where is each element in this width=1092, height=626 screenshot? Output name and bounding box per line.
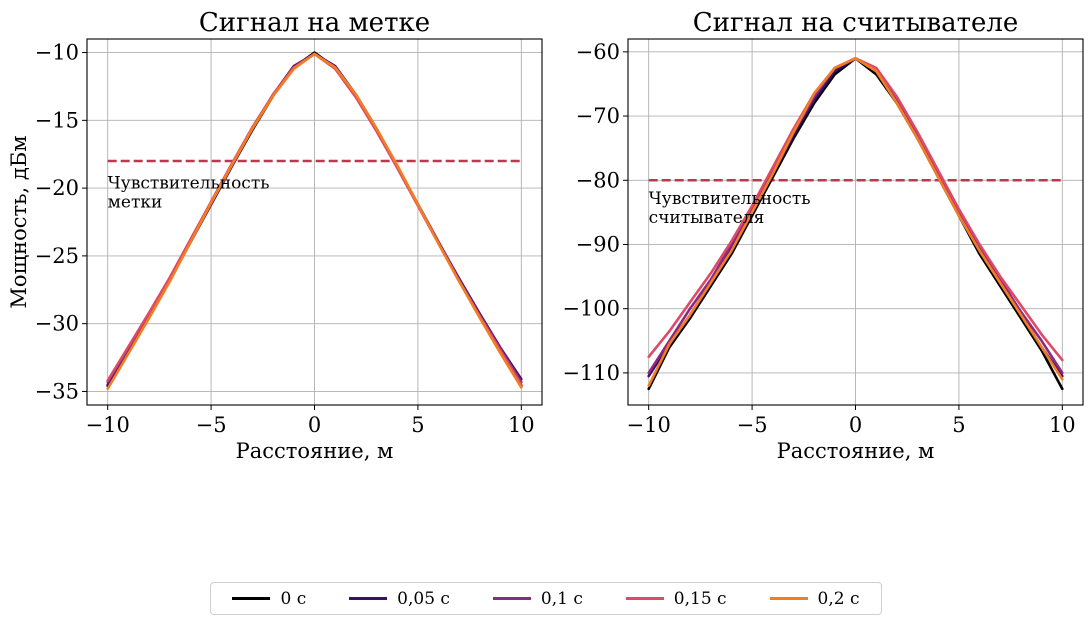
legend-label: 0,05 с (397, 588, 450, 609)
annotation-line: Чувствительность (108, 174, 270, 194)
x-tick-label: −5 (196, 413, 227, 437)
legend-swatch (769, 597, 808, 600)
x-axis-label: Расстояние, м (777, 439, 935, 463)
chart-title: Сигнал на метке (199, 8, 430, 38)
series-line-4 (106, 52, 523, 391)
legend-swatch (625, 597, 664, 600)
legend-label: 0,15 с (673, 588, 727, 609)
sensitivity-annotation: Чувствительность метки (108, 174, 270, 213)
sensitivity-annotation: Чувствительность считывателя (649, 189, 811, 228)
legend-swatch (349, 597, 388, 600)
x-tick-label: −5 (737, 413, 768, 437)
x-tick-label: 0 (308, 413, 321, 437)
y-tick-label: −30 (35, 312, 79, 336)
legend-item: 0,2 с (769, 588, 860, 609)
legend-item: 0,15 с (625, 588, 727, 609)
legend: 0 с 0,05 с 0,1 с 0,15 с 0,2 с (210, 582, 882, 615)
chart-title: Сигнал на считывателе (693, 8, 1019, 38)
chart-tag-signal: Чувствительность метки −10 −5 0 5 10 −10 −15 −20 −… (7, 8, 543, 463)
series-line-4 (647, 56, 1064, 388)
legend-label: 0 с (280, 588, 307, 609)
annotation-line: метки (108, 193, 163, 213)
y-tick-label: −10 (35, 41, 79, 65)
y-tick-label: −60 (576, 40, 620, 64)
y-tick-label: −90 (576, 232, 620, 256)
x-tick-label: 10 (508, 413, 535, 437)
chart-reader-signal: Чувствительность считывателя −10 −5 0 5 10 −60 −… (562, 8, 1084, 463)
x-tick-label: 5 (952, 413, 965, 437)
legend-item: 0,05 с (349, 589, 450, 609)
y-tick-label: −70 (576, 104, 620, 128)
legend-label: 0,2 с (817, 588, 860, 609)
y-tick-label: −110 (562, 361, 620, 385)
x-axis-label: Расстояние, м (236, 439, 394, 463)
y-tick-label: −25 (35, 244, 79, 268)
y-tick-label: −100 (562, 297, 620, 321)
legend-item: 0,1 с (492, 588, 583, 609)
x-tick-label: −10 (86, 413, 130, 437)
x-tick-label: 0 (849, 413, 862, 437)
y-tick-label: −20 (35, 176, 79, 200)
legend-swatch (232, 597, 271, 600)
legend-label: 0,1 с (540, 588, 583, 609)
legend-item: 0 с (232, 589, 306, 609)
annotation-line: считывателя (649, 208, 765, 228)
y-tick-label: −35 (35, 379, 79, 403)
x-tick-label: −10 (627, 413, 671, 437)
y-tick-label: −80 (576, 168, 620, 192)
x-tick-label: 5 (411, 413, 424, 437)
y-tick-label: −15 (35, 108, 79, 132)
annotation-line: Чувствительность (649, 189, 811, 209)
legend-swatch (492, 597, 531, 600)
y-axis-label: Мощность, дБм (7, 135, 31, 308)
x-tick-label: 10 (1049, 413, 1076, 437)
